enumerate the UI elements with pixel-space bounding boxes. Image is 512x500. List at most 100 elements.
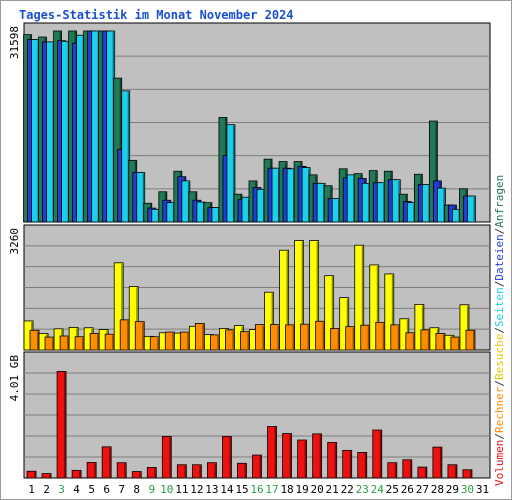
bar-volumen xyxy=(447,464,458,479)
bar-seiten xyxy=(226,124,236,223)
legend-dateien: Dateien xyxy=(493,234,506,280)
bar-volumen xyxy=(312,433,323,479)
bar-volumen xyxy=(327,441,338,479)
bar-besuche xyxy=(324,275,335,351)
x-tick-label: 4 xyxy=(73,483,80,496)
bar-volumen xyxy=(222,436,232,479)
x-tick-label: 16 xyxy=(250,483,263,496)
bar-seiten xyxy=(136,172,146,223)
bar-volumen xyxy=(342,449,353,479)
bar-besuche xyxy=(339,297,350,351)
legend-rechner: Rechner xyxy=(493,386,506,433)
bar-volumen xyxy=(357,451,368,479)
bar-volumen xyxy=(267,426,277,479)
x-tick-label: 27 xyxy=(416,483,429,496)
legend-separator: / xyxy=(493,380,506,387)
x-tick-label: 28 xyxy=(431,483,444,496)
bar-volumen xyxy=(26,470,37,479)
panel-volume: 4.01 GB xyxy=(8,351,491,479)
panel-visits: 3260 xyxy=(8,224,491,351)
y-axis-max-label: 3260 xyxy=(8,228,21,255)
bar-volumen xyxy=(372,429,383,479)
bar-volumen xyxy=(462,469,473,479)
bar-volumen xyxy=(146,467,157,479)
legend-separator: / xyxy=(493,433,506,440)
bar-volumen xyxy=(402,459,413,479)
bar-volumen xyxy=(56,371,67,479)
legend-besuche: Besuche xyxy=(493,334,506,380)
x-tick-label: 30 xyxy=(461,483,474,496)
bar-volumen xyxy=(432,446,443,479)
bar-besuche xyxy=(279,249,289,351)
x-tick-label: 22 xyxy=(341,483,354,496)
bar-rechner xyxy=(134,321,145,351)
bar-volumen xyxy=(237,462,247,479)
bar-volumen xyxy=(207,462,217,479)
bar-seiten xyxy=(121,90,131,223)
series-legend-vertical: Volumen/Rechner/Besuche/Seiten/Dateien/A… xyxy=(493,175,506,486)
x-tick-label: 20 xyxy=(311,483,324,496)
x-tick-label: 25 xyxy=(386,483,399,496)
legend-volumen: Volumen xyxy=(493,440,506,486)
legend-seiten: Seiten xyxy=(493,287,506,327)
bar-volumen xyxy=(116,462,127,479)
bar-volumen xyxy=(41,473,52,479)
y-axis-max-label: 31598 xyxy=(8,26,21,59)
x-axis-labels: 1 2 3 4 5 6 7 8 9 10 11 12 13 14 15 16 17 18 19 20 21 22 23 24 2… xyxy=(28,483,489,496)
x-tick-label: 26 xyxy=(401,483,414,496)
bar-volumen xyxy=(297,439,307,479)
bar-volumen xyxy=(252,454,262,479)
x-tick-label: 7 xyxy=(118,483,125,496)
bar-besuche xyxy=(128,286,139,351)
x-tick-label: 14 xyxy=(220,483,234,496)
bar-besuche xyxy=(414,304,425,351)
x-tick-label: 18 xyxy=(280,483,293,496)
x-tick-label: 13 xyxy=(205,483,218,496)
bar-volumen xyxy=(71,469,82,479)
bar-besuche xyxy=(459,304,470,351)
x-tick-label: 29 xyxy=(446,483,459,496)
x-tick-label: 23 xyxy=(356,483,369,496)
bar-besuche xyxy=(354,244,365,351)
y-axis-max-label: 4.01 GB xyxy=(8,355,21,402)
x-tick-label: 1 xyxy=(28,483,35,496)
x-tick-label: 15 xyxy=(235,483,248,496)
bar-besuche xyxy=(264,291,274,351)
x-tick-label: 9 xyxy=(148,483,155,496)
x-tick-label: 24 xyxy=(371,483,385,496)
bar-volumen xyxy=(131,471,142,479)
x-tick-label: 31 xyxy=(476,483,489,496)
x-tick-label: 11 xyxy=(175,483,188,496)
x-tick-label: 10 xyxy=(160,483,173,496)
x-tick-label: 21 xyxy=(326,483,339,496)
x-tick-label: 19 xyxy=(295,483,308,496)
bar-besuche xyxy=(113,262,124,351)
x-tick-label: 12 xyxy=(190,483,203,496)
bar-besuche xyxy=(384,273,395,351)
legend-anfragen: Anfragen xyxy=(493,175,506,228)
x-tick-label: 8 xyxy=(133,483,140,496)
bar-volumen xyxy=(161,436,172,479)
bar-rechner xyxy=(465,329,476,351)
bar-volumen xyxy=(387,462,398,479)
legend-separator: / xyxy=(493,228,506,235)
panel-requests: 31598 xyxy=(8,22,491,223)
x-tick-label: 6 xyxy=(103,483,110,496)
bar-besuche xyxy=(369,264,380,351)
bar-volumen xyxy=(417,466,428,479)
bar-seiten xyxy=(467,195,476,223)
bar-volumen xyxy=(282,433,292,479)
bar-volumen xyxy=(101,446,112,479)
bar-volumen xyxy=(86,462,97,479)
bar-volumen xyxy=(176,464,187,479)
x-tick-label: 2 xyxy=(43,483,50,496)
x-tick-label: 5 xyxy=(88,483,95,496)
bar-besuche xyxy=(294,240,304,351)
legend-separator: / xyxy=(493,281,506,288)
bar-volumen xyxy=(191,464,202,479)
x-tick-label: 3 xyxy=(58,483,65,496)
bar-besuche xyxy=(309,240,320,351)
legend-separator: / xyxy=(493,327,506,334)
chart-title: Tages-Statistik im Monat November 2024 xyxy=(19,8,294,22)
